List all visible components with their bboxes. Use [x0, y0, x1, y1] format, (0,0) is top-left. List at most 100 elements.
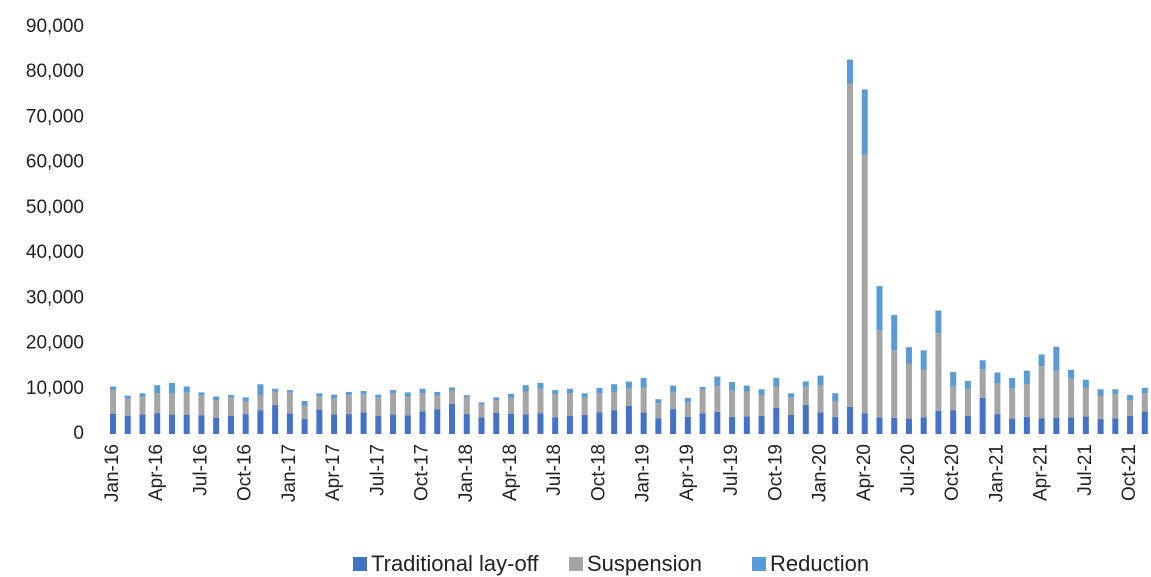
bar-segment	[110, 413, 116, 434]
bar-segment	[655, 399, 662, 404]
bar-segment	[1068, 378, 1075, 418]
bar-segment	[1023, 384, 1030, 417]
bar-segment	[920, 369, 927, 418]
bar-segment	[876, 417, 883, 434]
bar-segment	[449, 403, 456, 434]
bar-segment	[979, 369, 986, 398]
bar-segment	[670, 409, 677, 434]
bar-segment	[493, 397, 500, 401]
bar-segment	[729, 390, 736, 417]
bar-segment	[1009, 377, 1016, 389]
bar-segment	[360, 391, 367, 395]
bar-segment	[743, 391, 750, 417]
bar-segment	[507, 413, 514, 434]
bar-segment	[758, 395, 765, 416]
bar-segment	[640, 387, 647, 413]
bar-segment	[1038, 366, 1045, 419]
bar-segment	[537, 382, 544, 389]
bar-segment	[463, 396, 470, 415]
bar-segment	[566, 388, 573, 394]
bar-segment	[714, 386, 721, 412]
bar-segment	[272, 388, 279, 392]
bar-segment	[788, 415, 795, 434]
bar-segment	[1053, 370, 1060, 418]
bar-segment	[110, 386, 116, 390]
bar-segment	[1009, 388, 1016, 419]
x-tick-label: Jan-17	[279, 444, 300, 502]
bar-segment	[876, 329, 883, 418]
x-tick-label: Oct-20	[942, 444, 963, 501]
y-tick-label: 50,000	[26, 197, 84, 218]
bar-segment	[684, 397, 691, 403]
bar-segment	[1112, 418, 1119, 434]
bar-segment	[847, 83, 853, 407]
bar-segment	[286, 392, 293, 414]
bar-segment	[390, 390, 397, 394]
x-tick-label: Jan-16	[102, 444, 123, 502]
bar-segment	[758, 415, 765, 434]
bar-segment	[404, 392, 411, 397]
bar-segment	[419, 393, 426, 412]
x-tick-label: Jan-19	[633, 444, 654, 502]
bar-segment	[1127, 400, 1134, 416]
legend-label: Traditional lay-off	[371, 551, 539, 576]
bar-segment	[699, 386, 706, 390]
bar-segment	[183, 415, 190, 434]
bar-segment	[581, 397, 588, 416]
y-tick-label: 40,000	[26, 242, 84, 263]
bar-segment	[596, 387, 603, 394]
bar-segment	[1082, 416, 1089, 434]
bar-segment	[1082, 387, 1089, 417]
x-tick-label: Jul-17	[367, 444, 388, 496]
bar-segment	[994, 372, 1001, 384]
bar-segment	[817, 375, 824, 386]
bar-segment	[124, 398, 131, 416]
bar-segment	[625, 405, 632, 434]
y-tick-label: 30,000	[26, 287, 84, 308]
bar-segment	[1127, 415, 1134, 434]
bar-segment	[522, 385, 529, 392]
bar-segment	[847, 406, 853, 434]
bar-segment	[375, 415, 382, 434]
bar-segment	[257, 384, 264, 396]
bar-segment	[522, 391, 529, 415]
bar-segment	[950, 386, 957, 411]
bar-segment	[124, 395, 131, 399]
bar-segment	[935, 410, 942, 434]
bar-segment	[905, 363, 912, 419]
bar-segment	[979, 397, 986, 434]
bar-segment	[331, 394, 338, 399]
y-tick-label: 0	[73, 423, 84, 444]
bar-segment	[242, 401, 249, 415]
bar-segment	[345, 395, 352, 415]
bar-segment	[316, 409, 323, 434]
y-tick-label: 70,000	[26, 106, 84, 127]
bar-segment	[566, 415, 573, 434]
bar-segment	[360, 394, 367, 413]
bar-segment	[920, 350, 927, 370]
bar-segment	[964, 415, 971, 434]
bar-segment	[272, 391, 279, 406]
bar-segment	[168, 393, 175, 415]
bar-segment	[242, 414, 249, 434]
x-tick-label: Jul-18	[544, 444, 565, 496]
bar-segment	[301, 405, 308, 420]
y-tick-label: 60,000	[26, 152, 84, 173]
bar-segment	[257, 395, 264, 411]
bar-segment	[1112, 394, 1119, 419]
bar-segment	[478, 402, 485, 405]
bar-segment	[1141, 393, 1148, 412]
bar-segment	[920, 417, 927, 434]
bar-segment	[198, 415, 205, 434]
bar-segment	[390, 393, 397, 415]
bar-segment	[183, 392, 190, 416]
bar-segment	[817, 385, 824, 413]
bar-segment	[345, 391, 352, 396]
bar-segment	[537, 388, 544, 414]
bar-segment	[802, 381, 809, 387]
bar-segment	[847, 59, 853, 84]
legend-swatch	[752, 557, 766, 571]
bar-segment	[1068, 369, 1075, 379]
bar-segment	[360, 412, 367, 434]
